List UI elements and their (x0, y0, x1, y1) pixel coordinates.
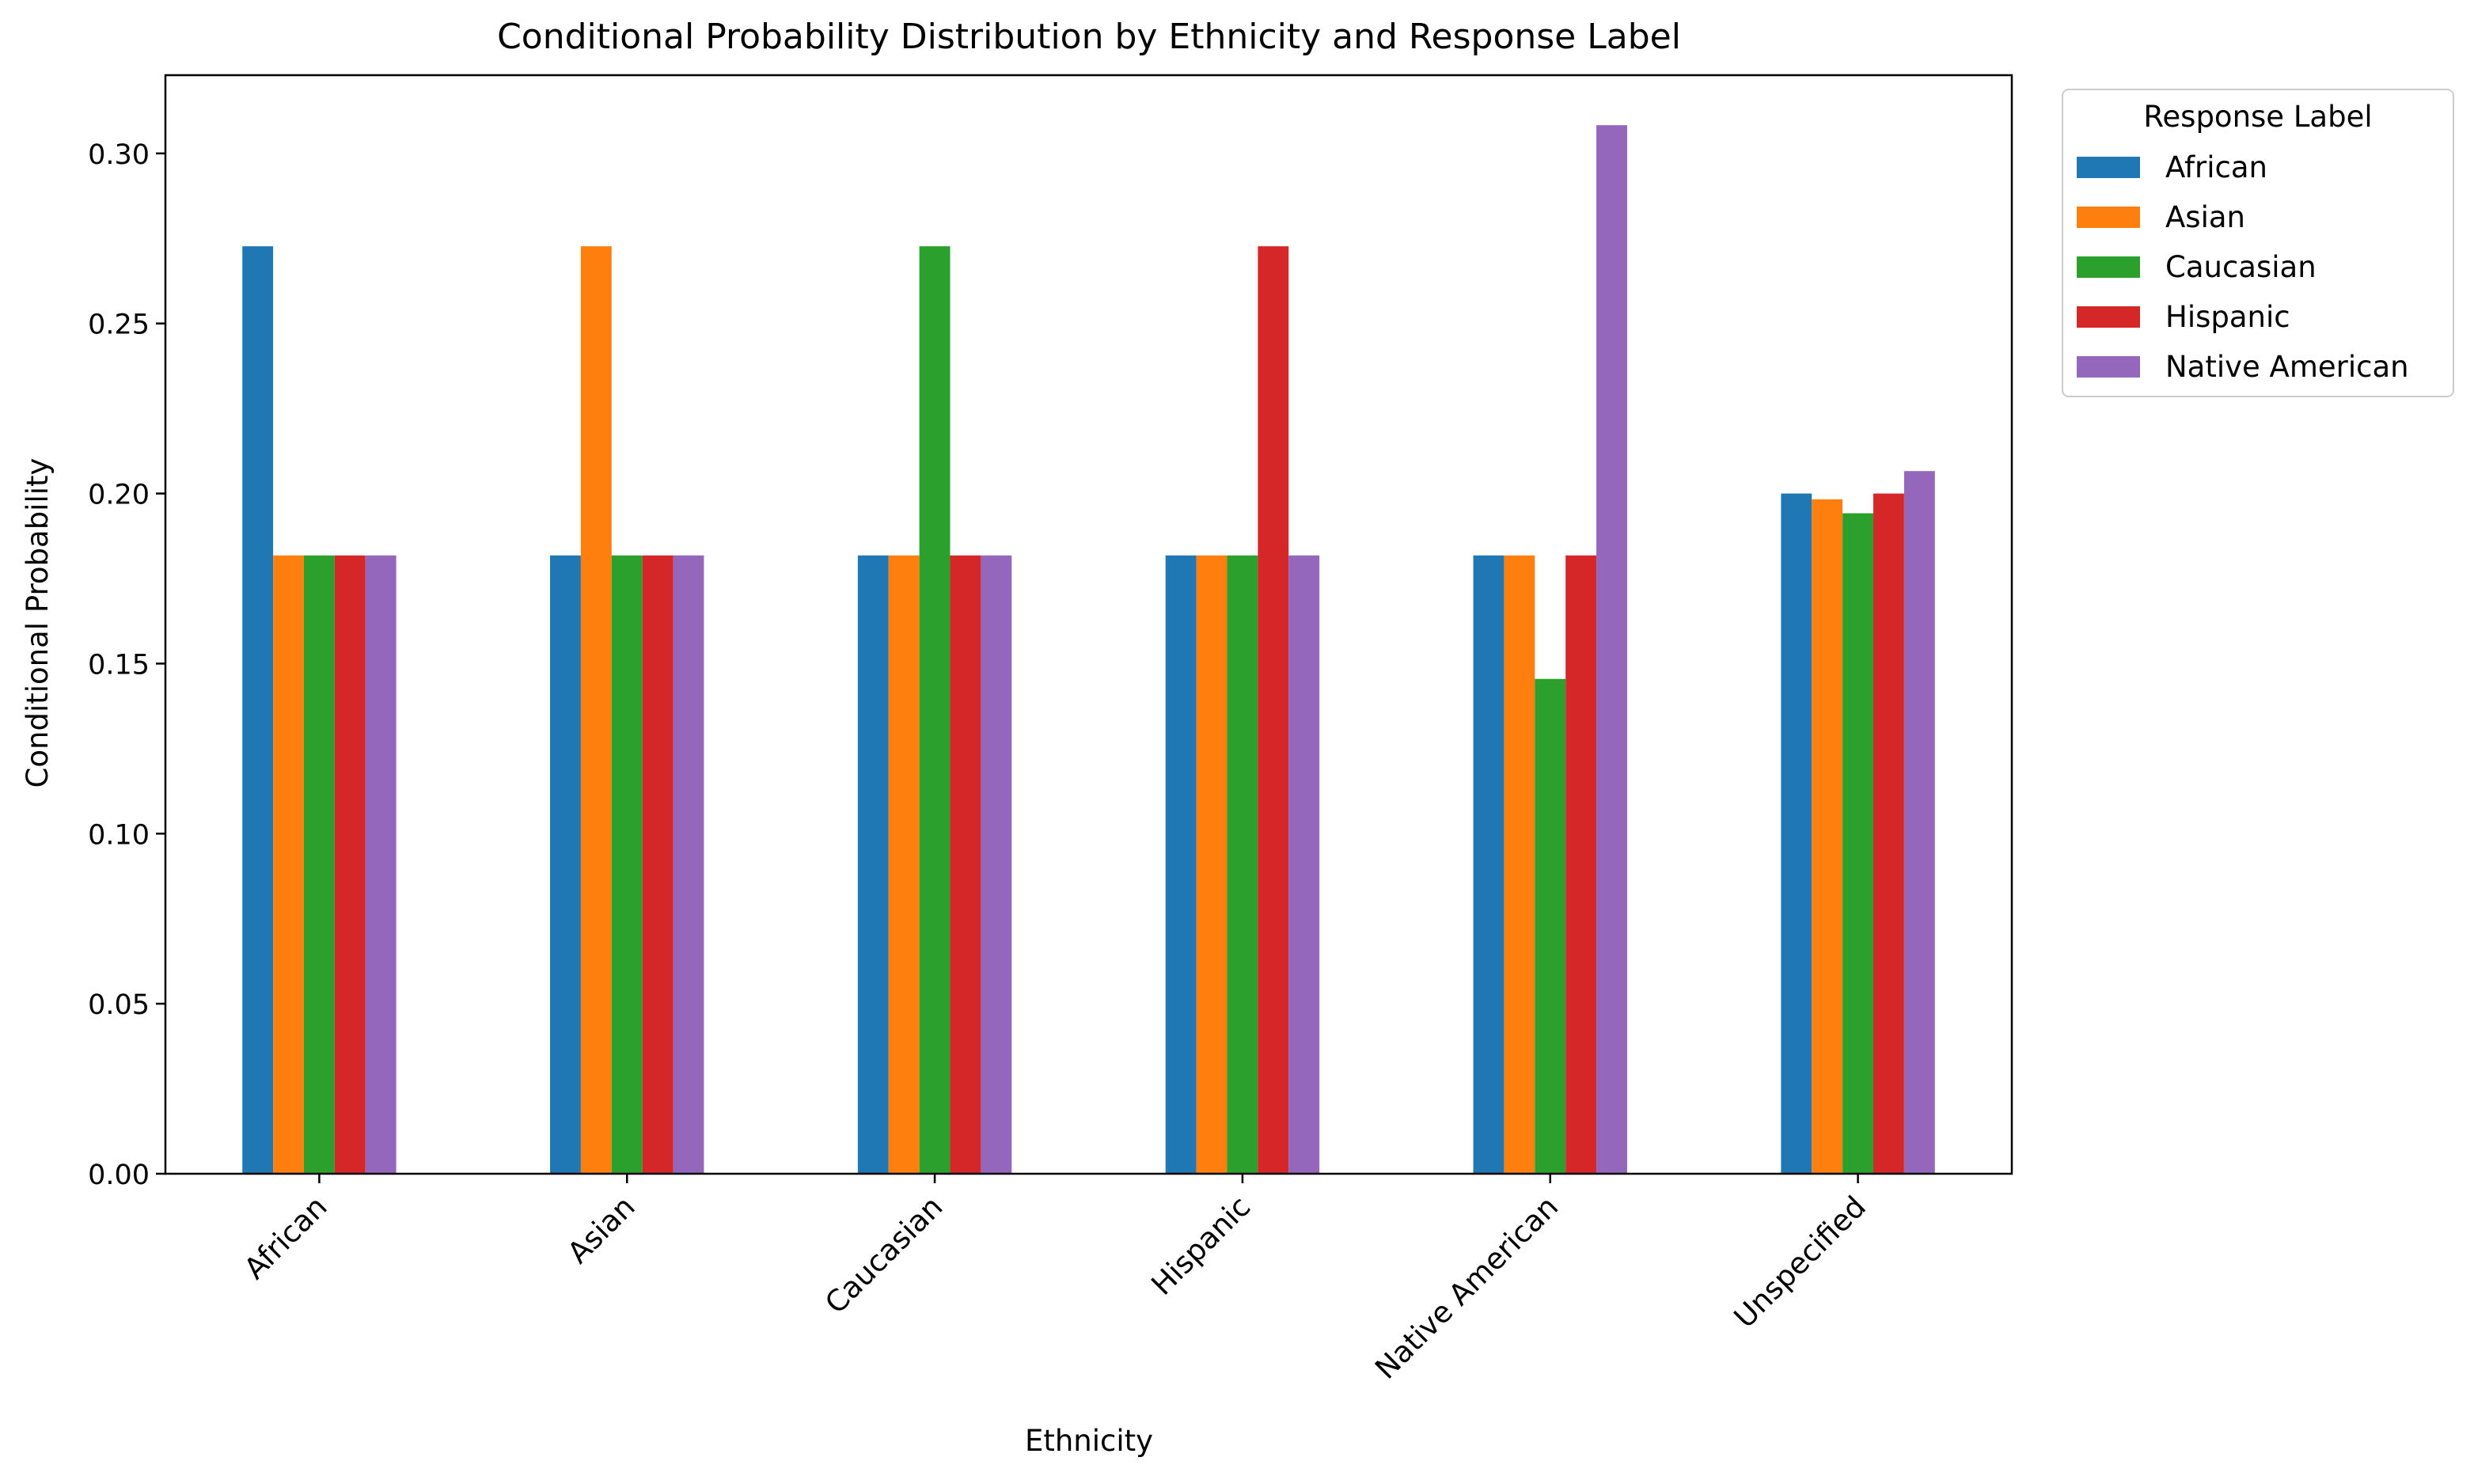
bar-asian-hispanic (1196, 555, 1228, 1174)
legend-swatch (2077, 157, 2140, 178)
bar-caucasian-hispanic (1227, 555, 1258, 1174)
bar-native-american-native-american (1596, 125, 1627, 1174)
y-tick-label: 0.30 (88, 139, 150, 171)
chart-title: Conditional Probability Distribution by … (497, 17, 1681, 57)
legend: Response Label African Asian Caucasian Hispa… (2062, 89, 2454, 397)
bars-layer (242, 125, 1935, 1174)
x-tick-label: Unspecified (1728, 1190, 1873, 1334)
bar-native-american-asian (673, 555, 704, 1174)
bar-asian-african (273, 555, 304, 1174)
legend-label: Native American (2165, 350, 2409, 384)
plot-frame (164, 74, 2013, 1175)
bar-hispanic-hispanic (1258, 246, 1289, 1174)
y-tick-label: 0.25 (88, 309, 150, 341)
bar-hispanic-caucasian (950, 555, 981, 1174)
x-tick-label: Native American (1368, 1190, 1565, 1386)
legend-box (2062, 89, 2454, 397)
legend-label: Hispanic (2165, 300, 2290, 334)
y-tick-label: 0.05 (88, 989, 150, 1021)
bar-caucasian-asian (611, 555, 643, 1174)
bar-asian-asian (580, 246, 612, 1174)
bar-hispanic-unspecified (1873, 493, 1904, 1174)
bar-african-caucasian (857, 555, 889, 1174)
bar-native-american-hispanic (1288, 555, 1320, 1174)
bar-caucasian-caucasian (919, 246, 951, 1174)
y-tick-label: 0.20 (88, 480, 150, 511)
y-tick-label: 0.10 (88, 819, 150, 851)
x-tick-label: Asian (561, 1190, 642, 1270)
bar-african-african (242, 246, 274, 1174)
bar-asian-unspecified (1812, 499, 1843, 1174)
legend-label: African (2165, 150, 2267, 184)
bar-asian-caucasian (888, 555, 920, 1174)
y-tick-label: 0.15 (88, 649, 150, 681)
legend-swatch (2077, 356, 2140, 378)
bar-asian-native-american (1504, 555, 1535, 1174)
x-tick-label: Caucasian (818, 1190, 949, 1320)
x-axis-label: Ethnicity (1025, 1424, 1153, 1458)
bar-african-hispanic (1165, 555, 1197, 1174)
legend-label: Caucasian (2165, 250, 2317, 284)
y-tick-label: 0.00 (88, 1159, 150, 1191)
legend-label: Asian (2165, 200, 2245, 234)
bar-hispanic-asian (642, 555, 674, 1174)
bar-caucasian-unspecified (1842, 513, 1874, 1174)
x-tick-label: African (237, 1190, 334, 1286)
bar-hispanic-native-american (1565, 555, 1597, 1174)
x-tick-label: Hispanic (1144, 1190, 1257, 1302)
bar-hispanic-african (334, 555, 366, 1174)
bar-caucasian-native-american (1535, 678, 1566, 1174)
legend-swatch (2077, 306, 2140, 328)
y-axis-label: Conditional Probability (21, 458, 55, 788)
legend-swatch (2077, 256, 2140, 278)
bar-native-american-african (365, 555, 397, 1174)
bar-african-asian (550, 555, 581, 1174)
bar-native-american-caucasian (981, 555, 1012, 1174)
bar-african-native-american (1473, 555, 1505, 1174)
legend-swatch (2077, 207, 2140, 228)
bar-african-unspecified (1781, 493, 1812, 1174)
bar-caucasian-african (303, 555, 335, 1174)
legend-title: Response Label (2143, 100, 2372, 134)
bar-native-american-unspecified (1903, 471, 1935, 1174)
